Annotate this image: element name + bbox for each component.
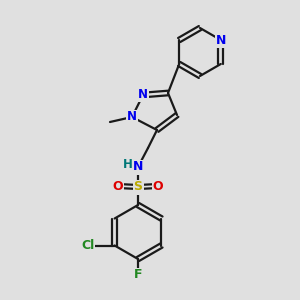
Text: N: N: [127, 110, 137, 124]
Text: O: O: [153, 179, 163, 193]
Text: F: F: [134, 268, 142, 281]
Text: Cl: Cl: [81, 239, 94, 252]
Text: N: N: [138, 88, 148, 101]
Text: O: O: [113, 179, 123, 193]
Text: N: N: [216, 34, 226, 46]
Text: S: S: [134, 181, 142, 194]
Text: H: H: [123, 158, 133, 170]
Text: N: N: [133, 160, 143, 173]
